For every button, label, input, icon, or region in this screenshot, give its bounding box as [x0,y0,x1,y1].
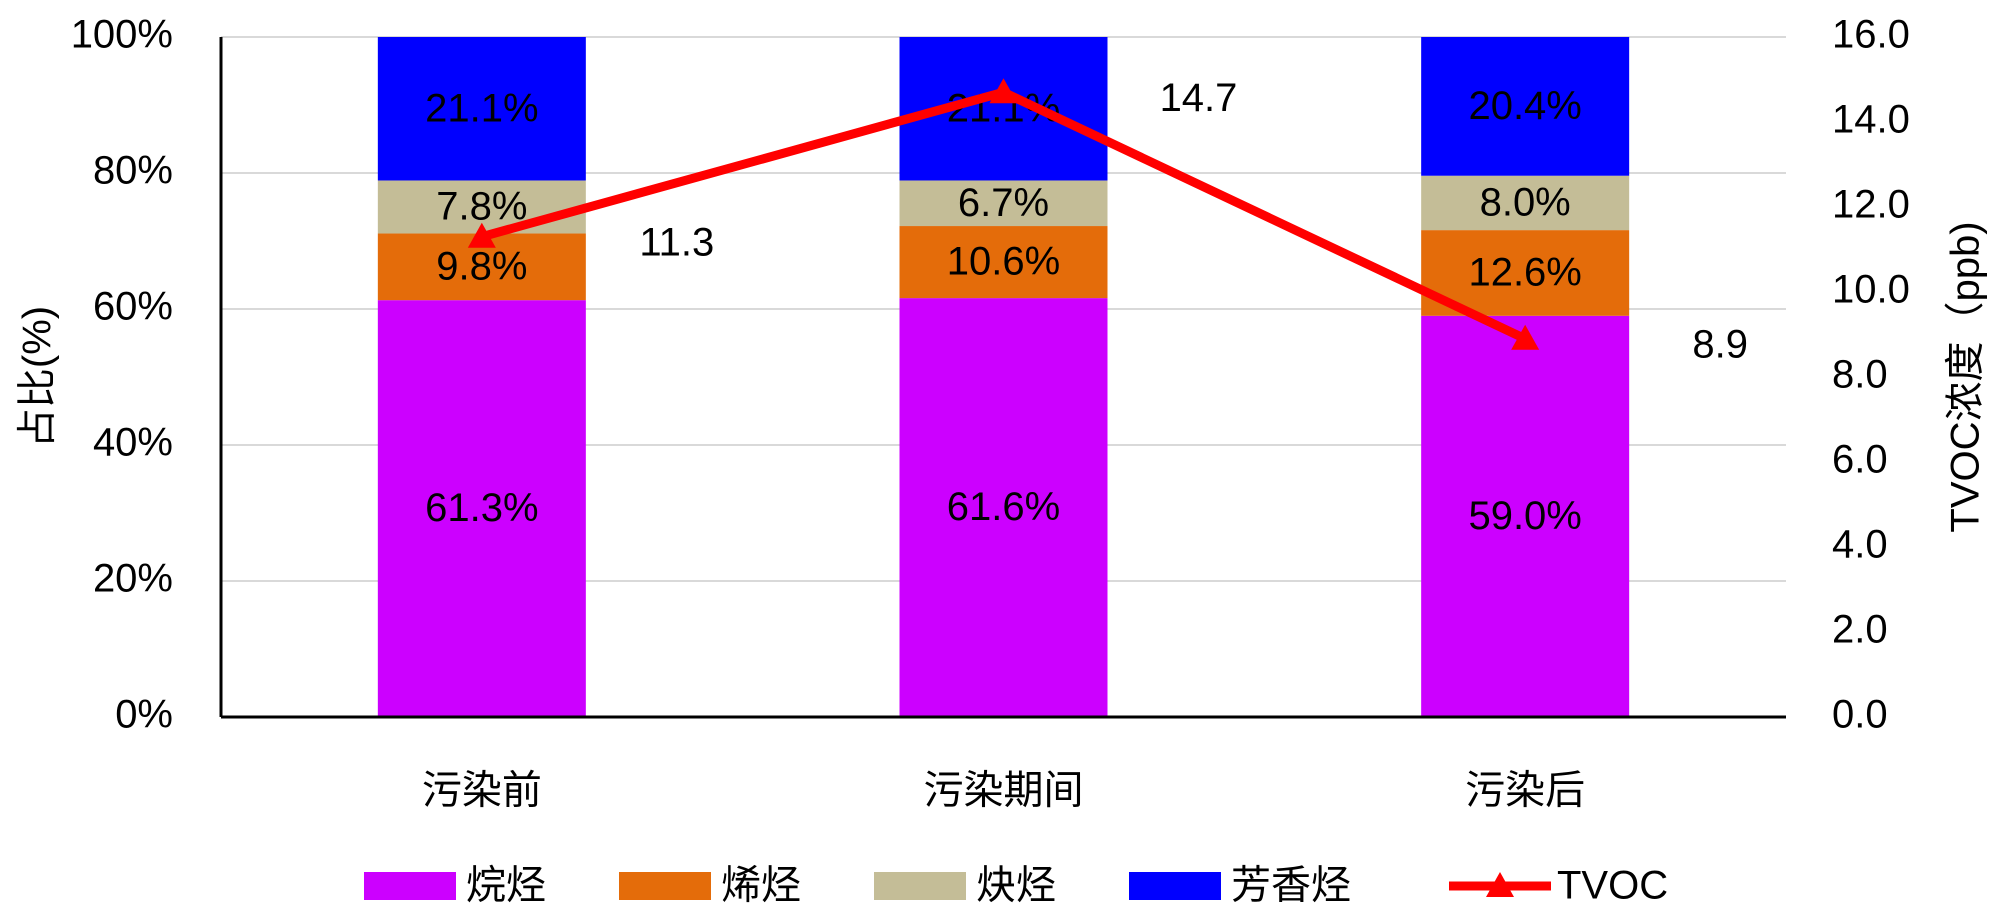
data-label: 12.6% [1468,251,1581,295]
y-tick-label: 80% [93,149,173,193]
bar-segment [1421,315,1630,717]
data-label: 61.6% [947,485,1060,529]
y2-tick-label: 4.0 [1832,523,1888,567]
y2-tick-label: 14.0 [1832,98,1910,142]
y2-tick-label: 10.0 [1832,268,1910,312]
legend-swatch [364,872,456,900]
data-label: 10.6% [947,240,1060,284]
y2-tick-label: 16.0 [1832,13,1910,57]
y-tick-label: 0% [115,693,173,737]
legend-swatch [874,872,966,900]
data-label: 59.0% [1468,494,1581,538]
y-tick-label: 40% [93,421,173,465]
y-axis-label: 占比(%) [16,306,60,448]
y2-axis-label: TVOC浓度（ppb) [1944,221,1988,532]
legend-swatch [619,872,711,900]
x-tick-label: 污染期间 [924,769,1084,813]
legend-label: 炔烃 [976,864,1056,908]
y-tick-label: 20% [93,557,173,601]
legend-label: TVOC [1557,864,1668,908]
bar-segment [1421,37,1630,176]
bar-segment [899,226,1108,299]
y2-tick-label: 6.0 [1832,438,1888,482]
y2-tick-label: 2.0 [1832,608,1888,652]
line-value-label: 14.7 [1160,76,1238,120]
legend-label: 烷烃 [466,864,546,908]
line-marker [467,222,496,248]
data-label: 6.7% [958,181,1049,225]
data-label: 61.3% [425,486,538,530]
bar-segment [1421,175,1630,231]
legend-label: 芳香烃 [1231,864,1351,908]
y2-tick-label: 0.0 [1832,693,1888,737]
y2-tick-label: 8.0 [1832,353,1888,397]
data-label: 20.4% [1468,84,1581,128]
y-tick-label: 100% [71,13,173,57]
legend-marker [1486,872,1514,897]
x-tick-label: 污染后 [1465,769,1585,813]
line-marker [1511,324,1540,350]
data-label: 21.1% [425,86,538,130]
x-tick-label: 污染前 [422,769,542,813]
bar-segment [899,180,1108,227]
data-label: 7.8% [436,185,527,229]
y2-tick-label: 12.0 [1832,183,1910,227]
legend-swatch [1129,872,1221,900]
line-marker [989,78,1018,104]
bar-segment [377,37,586,181]
line-value-label: 8.9 [1692,322,1748,366]
line-value-label: 11.3 [639,220,714,264]
legend-label: 烯烃 [721,864,801,908]
y-tick-label: 60% [93,285,173,329]
bar-segment [377,300,586,717]
data-label: 9.8% [436,244,527,288]
bar-segment [899,298,1108,717]
data-label: 8.0% [1480,180,1571,224]
